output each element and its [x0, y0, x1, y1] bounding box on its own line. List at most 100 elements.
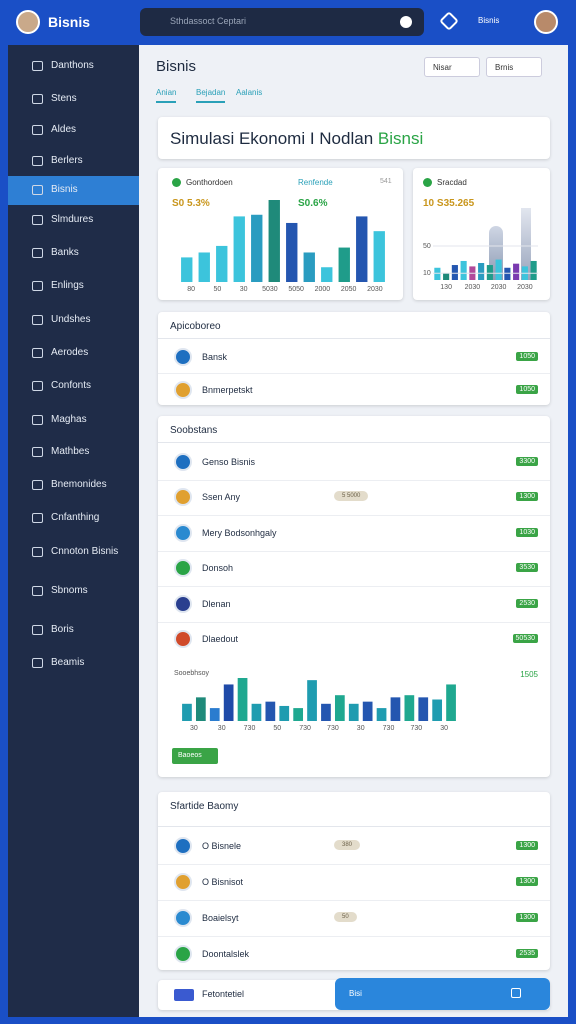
- nav-item[interactable]: Bnemonides: [51, 479, 107, 490]
- bar: [233, 216, 245, 282]
- nav-icon: [32, 94, 43, 104]
- bar: [307, 680, 317, 721]
- bar-chart: 80 50 30 5030 5050 2000 2050 2030: [181, 200, 385, 293]
- nav-item[interactable]: Undshes: [51, 314, 91, 325]
- x-tick-label: 130: [440, 284, 452, 291]
- search-bar[interactable]: Sthdassoct Ceptari: [140, 8, 424, 36]
- bar: [362, 701, 373, 721]
- bar: [286, 222, 298, 282]
- x-tick-label: 80: [187, 286, 195, 293]
- nav-icon: [32, 281, 43, 291]
- nav-item[interactable]: Beamis: [51, 657, 85, 668]
- x-tick-label: 30: [190, 725, 198, 732]
- row-name[interactable]: Dlenan: [202, 598, 231, 609]
- row-icon: [174, 594, 192, 613]
- x-tick-label: 30: [440, 725, 448, 732]
- bar: [181, 257, 193, 282]
- row-value: 3300: [516, 456, 538, 466]
- row-icon: [174, 945, 192, 963]
- row-name[interactable]: Dlaedout: [202, 634, 239, 645]
- card-title: Apicoboreo: [170, 321, 221, 332]
- filter[interactable]: Brnis: [486, 57, 542, 77]
- nav-item[interactable]: Aldes: [51, 124, 77, 135]
- top-button[interactable]: Bisnis: [478, 16, 500, 25]
- row-name[interactable]: Doontalslek: [202, 949, 250, 959]
- nav-item[interactable]: Banks: [51, 247, 79, 258]
- nav-item[interactable]: Mathbes: [51, 446, 90, 457]
- nav-icon: [32, 447, 43, 457]
- divider: [158, 900, 550, 901]
- row-name[interactable]: Bnmerpetskt: [202, 384, 253, 395]
- row-name[interactable]: Ssen Any: [202, 492, 241, 503]
- bar: [338, 247, 350, 282]
- tab[interactable]: Anian: [156, 88, 177, 103]
- nav-item[interactable]: Enlings: [51, 280, 84, 291]
- row-name[interactable]: Donsoh: [202, 563, 234, 574]
- bar: [432, 699, 443, 721]
- filter[interactable]: Nisar: [424, 57, 480, 77]
- nav-icon: [32, 415, 43, 425]
- nav-item[interactable]: Bisnis: [51, 184, 78, 195]
- bar: [460, 260, 467, 280]
- nav-item[interactable]: Sbnoms: [51, 585, 88, 596]
- hero-accent: Bisnsi: [373, 129, 424, 148]
- row-icon: [174, 452, 192, 471]
- bar: [198, 252, 210, 282]
- list-card: Soobstans Genso Bisnis 3300 Ssen Any 5 5000 1…: [158, 416, 550, 777]
- nav-item[interactable]: Stens: [51, 93, 77, 104]
- nav-icon: [32, 315, 43, 325]
- divider: [158, 826, 550, 827]
- row-name[interactable]: Mery Bodsonhgaly: [202, 527, 277, 538]
- row-name[interactable]: Bansk: [202, 351, 228, 362]
- row-value: 1300: [516, 913, 538, 922]
- bar: [334, 695, 345, 721]
- row-name[interactable]: O Bisnele: [202, 841, 242, 851]
- divider: [158, 936, 550, 937]
- nav-item[interactable]: Danthons: [51, 60, 94, 71]
- x-tick-label: 2030: [367, 286, 383, 293]
- bar: [251, 214, 263, 282]
- bar: [265, 701, 276, 721]
- filter-text: Nisar: [433, 63, 452, 72]
- row-icon: [174, 523, 192, 542]
- footer-button-text: Bisi: [349, 989, 362, 998]
- row-value: 2535: [516, 949, 538, 958]
- avatar: [16, 10, 40, 34]
- nav-item[interactable]: Cnnoton Bisnis: [51, 546, 119, 557]
- bar: [404, 695, 415, 721]
- footer-icon: [174, 989, 194, 1001]
- x-tick-label: 2030: [491, 284, 507, 291]
- main-panel: Bisnis Nisar Brnis Anian Bejadan Aalanis Simul…: [139, 45, 568, 1017]
- x-tick-label: 5030: [262, 286, 278, 293]
- x-tick-label: 30: [218, 725, 226, 732]
- bar-chart: 30 30 730 50 730 730 30 730 730 30: [182, 678, 456, 732]
- tab[interactable]: Bejadan: [196, 88, 226, 103]
- chart-button[interactable]: Baoeos: [172, 748, 218, 764]
- nav-icon: [32, 348, 43, 358]
- nav-item[interactable]: Slmdures: [51, 214, 94, 225]
- nav-item[interactable]: Maghas: [51, 414, 87, 425]
- nav-item[interactable]: Confonts: [51, 380, 92, 391]
- star-icon[interactable]: [439, 11, 459, 31]
- bar: [321, 703, 331, 721]
- bar: [513, 263, 520, 280]
- row-name[interactable]: Genso Bisnis: [202, 456, 256, 467]
- row-name[interactable]: O Bisnisot: [202, 877, 244, 887]
- nav-item[interactable]: Cnfanthing: [51, 512, 100, 523]
- nav-item[interactable]: Boris: [51, 624, 74, 635]
- nav-item[interactable]: Berlers: [51, 155, 83, 166]
- page-title: Bisnis: [156, 58, 197, 75]
- row-value: 1030: [516, 527, 538, 537]
- row-name[interactable]: Boaielsyt: [202, 913, 239, 923]
- stat: 10 S35.265: [423, 198, 475, 209]
- user-avatar[interactable]: [534, 10, 558, 34]
- nav-item[interactable]: Aerodes: [51, 347, 89, 358]
- divider: [158, 586, 550, 587]
- row-icon: [174, 630, 192, 649]
- tab[interactable]: Aalanis: [236, 88, 263, 97]
- footer-button[interactable]: Bisi: [335, 978, 550, 1010]
- y-tick-label: 50: [423, 243, 431, 250]
- bar: [237, 678, 248, 721]
- card-title: Soobstans: [170, 425, 218, 436]
